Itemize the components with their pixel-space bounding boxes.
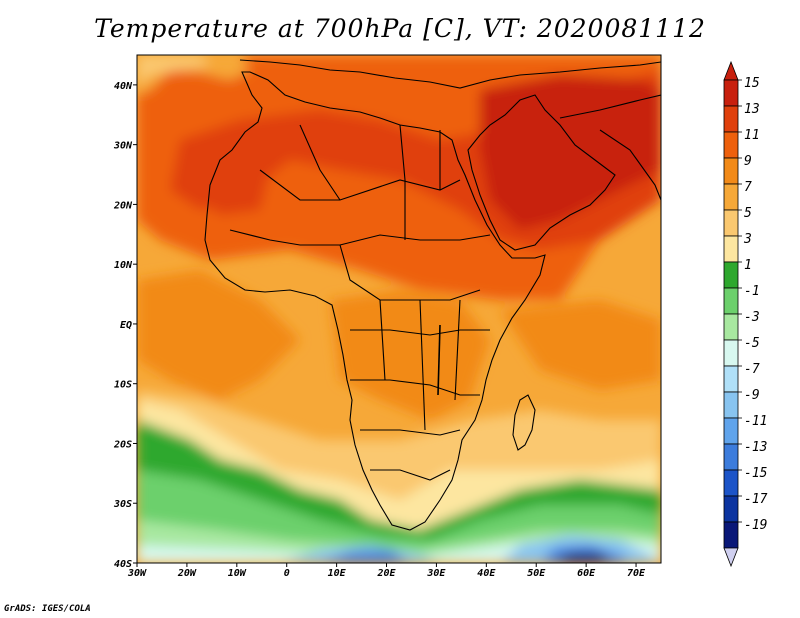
colorbar: 15 13 11 9 7 5 3 1 -1 -3 -5 -7 -9 -11 -13 -15 -17 -19 bbox=[723, 60, 768, 568]
colorbar-label: -17 bbox=[744, 492, 768, 507]
colorbar-label: -15 bbox=[744, 466, 768, 481]
map-frame bbox=[136, 54, 662, 564]
x-tick-label: 70E bbox=[627, 568, 646, 579]
colorbar-swatch bbox=[723, 417, 739, 445]
colorbar-swatch bbox=[723, 469, 739, 497]
y-tick-label: 40N bbox=[114, 81, 133, 92]
y-tick-label: 10N bbox=[114, 260, 133, 271]
x-axis-ticks: 30W 20W 10W 0 10E 20E 30E 40E 50E 60E 70E bbox=[127, 563, 646, 579]
colorbar-swatch bbox=[723, 79, 739, 107]
y-tick-label: EQ bbox=[120, 320, 132, 331]
colorbar-swatch bbox=[723, 105, 739, 133]
colorbar-label: -13 bbox=[744, 440, 767, 455]
x-tick-label: 10W bbox=[228, 568, 247, 579]
colorbar-label: 11 bbox=[744, 128, 760, 143]
colorbar-swatch bbox=[723, 183, 739, 211]
colorbar-label: -3 bbox=[744, 310, 760, 325]
chart-title: Temperature at 700hPa [C], VT: 202008111… bbox=[94, 14, 706, 43]
y-tick-label: 20S bbox=[113, 439, 132, 450]
colorbar-label: -11 bbox=[744, 414, 767, 429]
x-tick-label: 30E bbox=[426, 568, 446, 579]
colorbar-label: 1 bbox=[744, 258, 752, 273]
colorbar-swatch bbox=[723, 339, 739, 367]
colorbar-swatch bbox=[723, 313, 739, 341]
colorbar-swatch bbox=[723, 157, 739, 185]
colorbar-label: -1 bbox=[744, 284, 760, 299]
y-tick-label: 20N bbox=[113, 200, 133, 211]
colorbar-label: 3 bbox=[743, 232, 752, 247]
colorbar-label: 7 bbox=[744, 180, 752, 195]
temperature-field bbox=[137, 55, 661, 563]
colorbar-label: -5 bbox=[744, 336, 760, 351]
colorbar-swatch bbox=[723, 261, 739, 289]
colorbar-label: 5 bbox=[744, 206, 752, 221]
y-tick-label: 30S bbox=[113, 499, 132, 510]
colorbar-swatch bbox=[723, 495, 739, 523]
colorbar-swatch bbox=[723, 209, 739, 237]
x-tick-label: 20E bbox=[376, 568, 396, 579]
colorbar-swatch bbox=[723, 235, 739, 263]
x-tick-label: 30W bbox=[127, 568, 147, 579]
colorbar-swatch bbox=[723, 365, 739, 393]
y-tick-label: 30N bbox=[113, 141, 133, 152]
colorbar-bottom-arrow bbox=[723, 547, 739, 568]
x-tick-label: 0 bbox=[284, 568, 290, 579]
y-axis-ticks: 40N 30N 20N 10N EQ 10S 20S 30S 40S bbox=[113, 81, 137, 570]
colorbar-top-arrow bbox=[723, 60, 739, 81]
colorbar-swatch bbox=[723, 443, 739, 471]
colorbar-swatch bbox=[723, 391, 739, 419]
colorbar-label: -7 bbox=[744, 362, 760, 377]
x-tick-label: 50E bbox=[527, 568, 546, 579]
colorbar-swatch bbox=[723, 287, 739, 315]
colorbar-label: -19 bbox=[744, 518, 767, 533]
colorbar-label: 13 bbox=[744, 102, 760, 117]
colorbar-swatch bbox=[723, 131, 739, 159]
colorbar-label: -9 bbox=[744, 388, 760, 403]
colorbar-label: 15 bbox=[744, 76, 760, 91]
y-tick-label: 10S bbox=[114, 380, 132, 391]
x-tick-label: 10E bbox=[328, 568, 347, 579]
coastlines bbox=[204, 59, 661, 531]
x-tick-label: 60E bbox=[577, 568, 596, 579]
x-tick-label: 40E bbox=[477, 568, 496, 579]
colorbar-label: 9 bbox=[744, 154, 752, 169]
colorbar-swatch bbox=[723, 521, 739, 549]
credit-text: GrADS: IGES/COLA bbox=[4, 604, 91, 614]
y-tick-label: 40S bbox=[114, 559, 132, 570]
x-tick-label: 20W bbox=[177, 568, 197, 579]
